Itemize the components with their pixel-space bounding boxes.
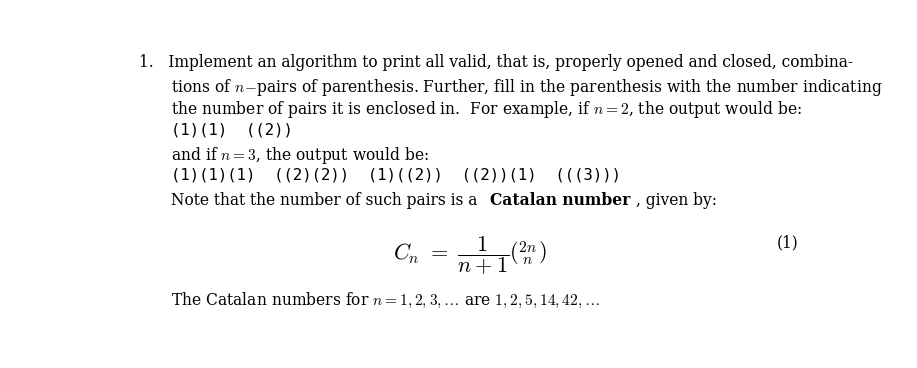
Text: (1): (1) bbox=[777, 234, 799, 251]
Text: Catalan number: Catalan number bbox=[491, 192, 631, 209]
Text: and if $n = 3$, the output would be:: and if $n = 3$, the output would be: bbox=[171, 145, 430, 166]
Text: the number of pairs it is enclosed in.  For example, if $n = 2$, the output woul: the number of pairs it is enclosed in. F… bbox=[171, 99, 802, 120]
Text: (1)(1)(1)  ((2)(2))  (1)((2))  ((2))(1)  (((3))): (1)(1)(1) ((2)(2)) (1)((2)) ((2))(1) (((… bbox=[171, 167, 622, 183]
Text: tions of $n\!-\!$pairs of parenthesis. Further, fill in the parenthesis with the: tions of $n\!-\!$pairs of parenthesis. F… bbox=[171, 77, 883, 98]
Text: , given by:: , given by: bbox=[636, 192, 717, 209]
Text: Note that the number of such pairs is a: Note that the number of such pairs is a bbox=[171, 192, 482, 209]
Text: The Catalan numbers for $n = 1, 2, 3, \ldots$ are $1, 2, 5, 14, 42, \ldots$: The Catalan numbers for $n = 1, 2, 3, \l… bbox=[171, 291, 601, 310]
Text: $C_n \ = \ \dfrac{1}{n+1}\binom{2n}{n}$: $C_n \ = \ \dfrac{1}{n+1}\binom{2n}{n}$ bbox=[393, 234, 547, 277]
Text: 1.   Implement an algorithm to print all valid, that is, properly opened and clo: 1. Implement an algorithm to print all v… bbox=[139, 54, 854, 71]
Text: (1)(1)  ((2)): (1)(1) ((2)) bbox=[171, 122, 293, 137]
